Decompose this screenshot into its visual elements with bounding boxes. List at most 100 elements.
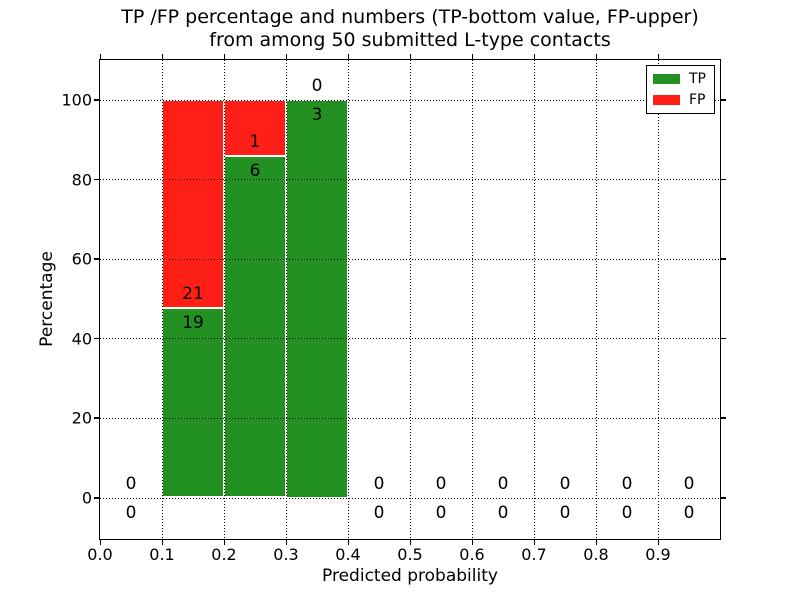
bar-tp xyxy=(224,156,286,498)
y-tick-mark xyxy=(721,99,726,101)
gridline-vertical xyxy=(162,60,163,539)
tp-count-label: 0 xyxy=(125,502,137,523)
y-tick-label: 60 xyxy=(71,249,92,269)
y-tick-mark xyxy=(94,258,99,260)
x-tick-mark xyxy=(657,540,659,545)
fp-count-label: 0 xyxy=(373,473,385,494)
x-tick-mark xyxy=(657,54,659,59)
x-axis-label: Predicted probability xyxy=(322,566,498,586)
legend-swatch-fp xyxy=(653,94,680,105)
gridline-vertical xyxy=(348,60,349,539)
x-tick-mark xyxy=(595,540,597,545)
x-tick-mark xyxy=(595,54,597,59)
tp-count-label: 0 xyxy=(435,502,447,523)
gridline-horizontal xyxy=(100,497,720,499)
gridline-horizontal xyxy=(100,258,720,260)
chart-title-line1: TP /FP percentage and numbers (TP-bottom… xyxy=(121,6,699,28)
x-tick-label: 0.3 xyxy=(273,545,299,564)
x-tick-mark xyxy=(533,54,535,59)
plot-area: TP FP 0 0 21 19 1 6 0 3 0 0 0 0 0 0 0 0 0 0 0 0 xyxy=(94,54,726,545)
y-tick-mark xyxy=(721,337,726,340)
y-tick-mark xyxy=(94,417,99,419)
fp-count-label: 0 xyxy=(497,473,509,494)
x-tick-mark xyxy=(161,54,163,59)
x-tick-label: 0.6 xyxy=(459,545,485,564)
tp-count-label: 0 xyxy=(373,502,385,523)
x-tick-mark xyxy=(285,540,287,545)
x-tick-mark xyxy=(99,54,101,59)
y-tick-label: 80 xyxy=(71,170,92,190)
tp-count-label: 0 xyxy=(559,502,571,523)
y-tick-mark xyxy=(94,99,99,101)
gridline-horizontal xyxy=(100,417,720,419)
y-tick-mark xyxy=(94,337,99,340)
x-tick-label: 0.8 xyxy=(583,545,609,564)
tp-count-label: 0 xyxy=(683,502,695,523)
gridline-horizontal xyxy=(100,338,720,340)
gridline-vertical xyxy=(224,60,225,539)
legend-label-tp: TP xyxy=(689,71,706,88)
fp-count-label: 0 xyxy=(435,473,447,494)
x-tick-mark xyxy=(99,540,101,545)
gridline-vertical xyxy=(286,60,287,539)
fp-count-label: 21 xyxy=(182,284,204,305)
tp-count-label: 0 xyxy=(497,502,509,523)
fp-count-label: 1 xyxy=(249,132,261,153)
x-tick-mark xyxy=(223,54,225,59)
gridline-vertical xyxy=(658,60,659,539)
y-tick-label: 20 xyxy=(71,408,92,428)
y-tick-mark xyxy=(721,497,726,499)
x-tick-label: 0.2 xyxy=(211,545,237,564)
fp-count-label: 0 xyxy=(125,473,137,494)
x-tick-mark xyxy=(161,540,163,545)
legend-item-tp: TP xyxy=(653,71,708,87)
legend-swatch-tp xyxy=(653,74,680,85)
y-tick-mark xyxy=(721,178,726,181)
x-tick-label: 0.1 xyxy=(149,545,175,564)
x-tick-mark xyxy=(471,54,473,59)
chart-title-line2: from among 50 submitted L-type contacts xyxy=(209,28,611,51)
gridline-vertical xyxy=(410,60,411,539)
bar-fp xyxy=(162,99,224,309)
fp-count-label: 0 xyxy=(683,473,695,494)
gridline-horizontal xyxy=(100,179,720,181)
y-tick-mark xyxy=(94,178,99,181)
gridline-vertical xyxy=(534,60,535,539)
y-tick-mark xyxy=(721,417,726,419)
bar-tp xyxy=(286,99,348,498)
gridline-vertical xyxy=(472,60,473,539)
gridline-vertical xyxy=(596,60,597,539)
tp-count-label: 19 xyxy=(182,313,204,334)
x-tick-mark xyxy=(409,54,411,59)
x-tick-mark xyxy=(285,54,287,59)
tp-count-label: 0 xyxy=(621,502,633,523)
x-tick-label: 0.7 xyxy=(521,545,547,564)
legend-item-fp: FP xyxy=(653,92,708,108)
x-tick-label: 0.0 xyxy=(87,545,113,564)
legend: TP FP xyxy=(646,65,715,114)
gridline-horizontal xyxy=(100,99,720,101)
fp-count-label: 0 xyxy=(559,473,571,494)
x-tick-mark xyxy=(409,540,411,545)
y-tick-mark xyxy=(721,258,726,260)
tp-count-label: 6 xyxy=(249,161,261,182)
y-tick-mark xyxy=(94,497,99,499)
x-tick-mark xyxy=(347,54,349,59)
legend-label-fp: FP xyxy=(689,91,706,108)
x-tick-mark xyxy=(347,540,349,545)
x-tick-mark xyxy=(533,540,535,545)
fp-count-label: 0 xyxy=(311,75,323,96)
y-tick-label: 100 xyxy=(61,90,92,110)
x-tick-label: 0.4 xyxy=(335,545,361,564)
bar-tp xyxy=(162,308,224,498)
x-tick-label: 0.9 xyxy=(645,545,671,564)
fp-count-label: 0 xyxy=(621,473,633,494)
chart-title: TP /FP percentage and numbers (TP-bottom… xyxy=(90,6,730,51)
y-tick-label: 0 xyxy=(81,488,92,508)
x-tick-label: 0.5 xyxy=(397,545,423,564)
y-tick-label: 40 xyxy=(71,329,92,349)
x-tick-mark xyxy=(223,540,225,545)
x-tick-mark xyxy=(471,540,473,545)
tp-count-label: 3 xyxy=(311,104,323,125)
